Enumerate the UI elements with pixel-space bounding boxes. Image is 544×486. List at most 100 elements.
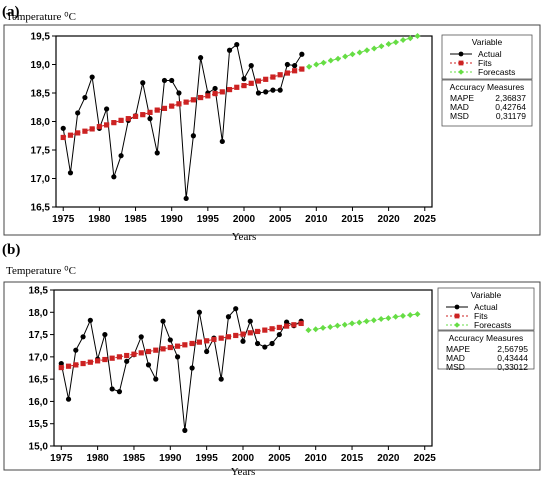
data-point-fits — [284, 70, 290, 76]
legend-marker-forecasts — [458, 69, 464, 75]
data-point-actual — [80, 334, 86, 340]
data-point-actual — [167, 337, 173, 343]
data-point-forecasts — [392, 39, 399, 46]
data-point-forecasts — [306, 63, 313, 70]
data-point-forecasts — [414, 311, 421, 318]
data-point-actual — [234, 41, 240, 48]
data-point-fits — [125, 116, 131, 122]
accuracy-frame — [437, 330, 535, 370]
data-point-forecasts — [370, 317, 377, 324]
data-point-forecasts — [392, 313, 399, 320]
data-point-fits — [254, 328, 261, 335]
data-point-fits — [189, 340, 195, 347]
panel-label: (a) — [2, 4, 20, 20]
x-tick-label: 1995 — [196, 453, 219, 464]
data-point-fits — [102, 356, 108, 363]
data-point-fits — [73, 362, 79, 368]
accuracy-value: 2,56795 — [497, 344, 528, 354]
x-axis-title: Years — [231, 466, 256, 478]
legend-entry-fits: Fits — [478, 58, 492, 68]
legend-title: Variable — [471, 290, 502, 300]
x-tick-label: 2005 — [268, 453, 291, 464]
series-line-fits — [61, 322, 302, 369]
y-tick-label: 17,5 — [31, 146, 51, 157]
data-point-actual — [218, 376, 224, 382]
data-point-actual — [58, 360, 64, 367]
data-point-fits — [298, 320, 304, 327]
data-point-actual — [82, 94, 88, 101]
data-point-actual — [277, 87, 283, 93]
data-point-actual — [182, 427, 188, 433]
x-tick-label: 2015 — [341, 453, 364, 464]
y-tick-label: 19,0 — [31, 60, 51, 71]
data-point-actual — [219, 138, 225, 145]
x-tick-label: 2020 — [377, 453, 400, 464]
data-point-fits — [204, 338, 210, 344]
data-point-actual — [65, 396, 72, 402]
data-point-fits — [124, 352, 130, 359]
data-point-fits — [291, 322, 297, 328]
data-point-actual — [241, 76, 247, 82]
data-point-forecasts — [356, 319, 363, 326]
data-point-fits — [161, 105, 168, 111]
legend-entry-forecasts: Forecasts — [474, 320, 511, 330]
legend-marker-actual — [458, 51, 464, 57]
data-point-fits — [145, 348, 152, 355]
data-point-forecasts — [363, 47, 370, 54]
data-point-forecasts — [399, 312, 406, 319]
data-point-actual — [145, 362, 152, 368]
data-point-actual — [190, 133, 196, 139]
y-tick-label: 18,5 — [29, 286, 49, 297]
data-point-fits — [160, 346, 166, 352]
x-tick-label: 1975 — [52, 214, 75, 225]
data-point-actual — [240, 338, 246, 344]
series-line-fits — [63, 68, 302, 138]
data-point-actual — [147, 116, 153, 122]
data-point-forecasts — [327, 57, 334, 64]
data-point-fits — [169, 103, 175, 109]
chart-panel-b: (b) Temperature ⁰C 15,0 15,5 16,0 16,5 17,0 17,… — [2, 242, 541, 478]
legend-entry-forecasts: Forecasts — [478, 67, 515, 77]
data-point-actual — [292, 63, 298, 69]
data-point-actual — [109, 386, 115, 392]
y-axis-title: Temperature ⁰C — [6, 265, 76, 277]
data-point-fits — [58, 364, 64, 371]
data-point-actual — [183, 195, 189, 202]
data-point-fits — [212, 90, 218, 97]
data-point-forecasts — [312, 326, 319, 333]
data-point-fits — [277, 72, 283, 78]
accuracy-label: MAD — [450, 102, 469, 112]
data-point-fits — [284, 323, 290, 329]
data-point-forecasts — [371, 45, 378, 52]
x-tick-label: 2000 — [233, 214, 256, 225]
x-tick-label: 2025 — [414, 453, 437, 464]
data-point-actual — [276, 331, 282, 338]
data-point-actual — [124, 358, 130, 364]
data-point-fits — [299, 66, 305, 72]
accuracy-value: 0,43444 — [497, 353, 528, 363]
data-point-forecasts — [400, 36, 407, 43]
accuracy-label: MSD — [446, 362, 465, 372]
y-tick-label: 15,5 — [29, 419, 49, 430]
data-point-forecasts — [341, 321, 348, 328]
data-point-actual — [118, 153, 124, 159]
data-point-fits — [198, 94, 204, 101]
data-point-fits — [87, 359, 93, 365]
data-point-actual — [75, 110, 81, 116]
data-point-forecasts — [342, 53, 349, 60]
accuracy-frame — [441, 79, 533, 127]
data-point-fits — [205, 93, 211, 99]
data-point-actual — [204, 348, 210, 355]
data-point-actual — [102, 331, 108, 338]
y-axis-title: Temperature ⁰C — [6, 11, 76, 23]
data-point-actual — [233, 306, 239, 312]
data-point-fits — [176, 101, 182, 107]
data-point-forecasts — [378, 315, 385, 322]
accuracy-label: MAPE — [450, 93, 474, 103]
data-point-fits — [248, 80, 254, 86]
legend-marker-forecasts — [454, 322, 460, 328]
data-point-forecasts — [327, 323, 334, 330]
series-line-actual — [60, 307, 302, 431]
